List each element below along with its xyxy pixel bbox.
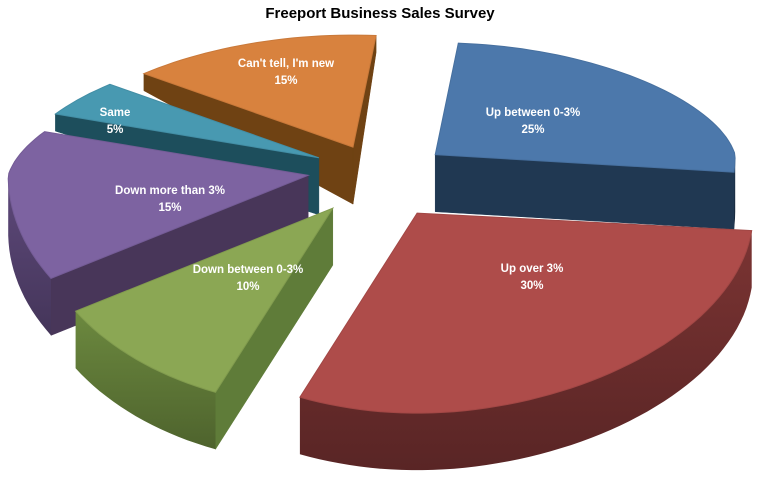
pie-slice-down-between-0-3-label: Down between 0-3% 10% [193, 264, 304, 293]
pie-slice-same-top [54, 83, 320, 159]
pie-slice-up-over-3-top [299, 212, 753, 414]
pie-slice-up-over-3: Up over 3% 30% [299, 212, 753, 471]
pie-slice-down-between-0-3-top [74, 207, 335, 393]
chart-title: Freeport Business Sales Survey [265, 5, 495, 22]
pie-slice-up-over-3-label: Up over 3% 30% [501, 263, 564, 292]
pie-slice-cant-tell-im-new-top [142, 34, 377, 148]
pie-slice-up-between-0-3-top [434, 42, 736, 173]
pie-slice-down-more-than-3-rim [8, 175, 51, 336]
pie-slice-up-over-3-rim [299, 230, 752, 471]
pie-slice-up-between-0-3-rim [734, 154, 736, 230]
pie-slice-down-more-than-3-label: Down more than 3% 15% [115, 185, 225, 214]
pie-slice-same-label: Same 5% [100, 107, 131, 136]
pie-slice-down-between-0-3-rim [75, 311, 216, 450]
pie-slice-down-more-than-3-top [7, 131, 311, 279]
pie-slice-cant-tell-im-new-label: Can't tell, I'm new 15% [238, 58, 334, 87]
pie-slice-down-between-0-3: Down between 0-3% 10% [74, 207, 335, 451]
pie-slice-up-between-0-3-label: Up between 0-3% 25% [486, 107, 581, 136]
pie-slice-up-between-0-3: Up between 0-3% 25% [434, 42, 736, 230]
